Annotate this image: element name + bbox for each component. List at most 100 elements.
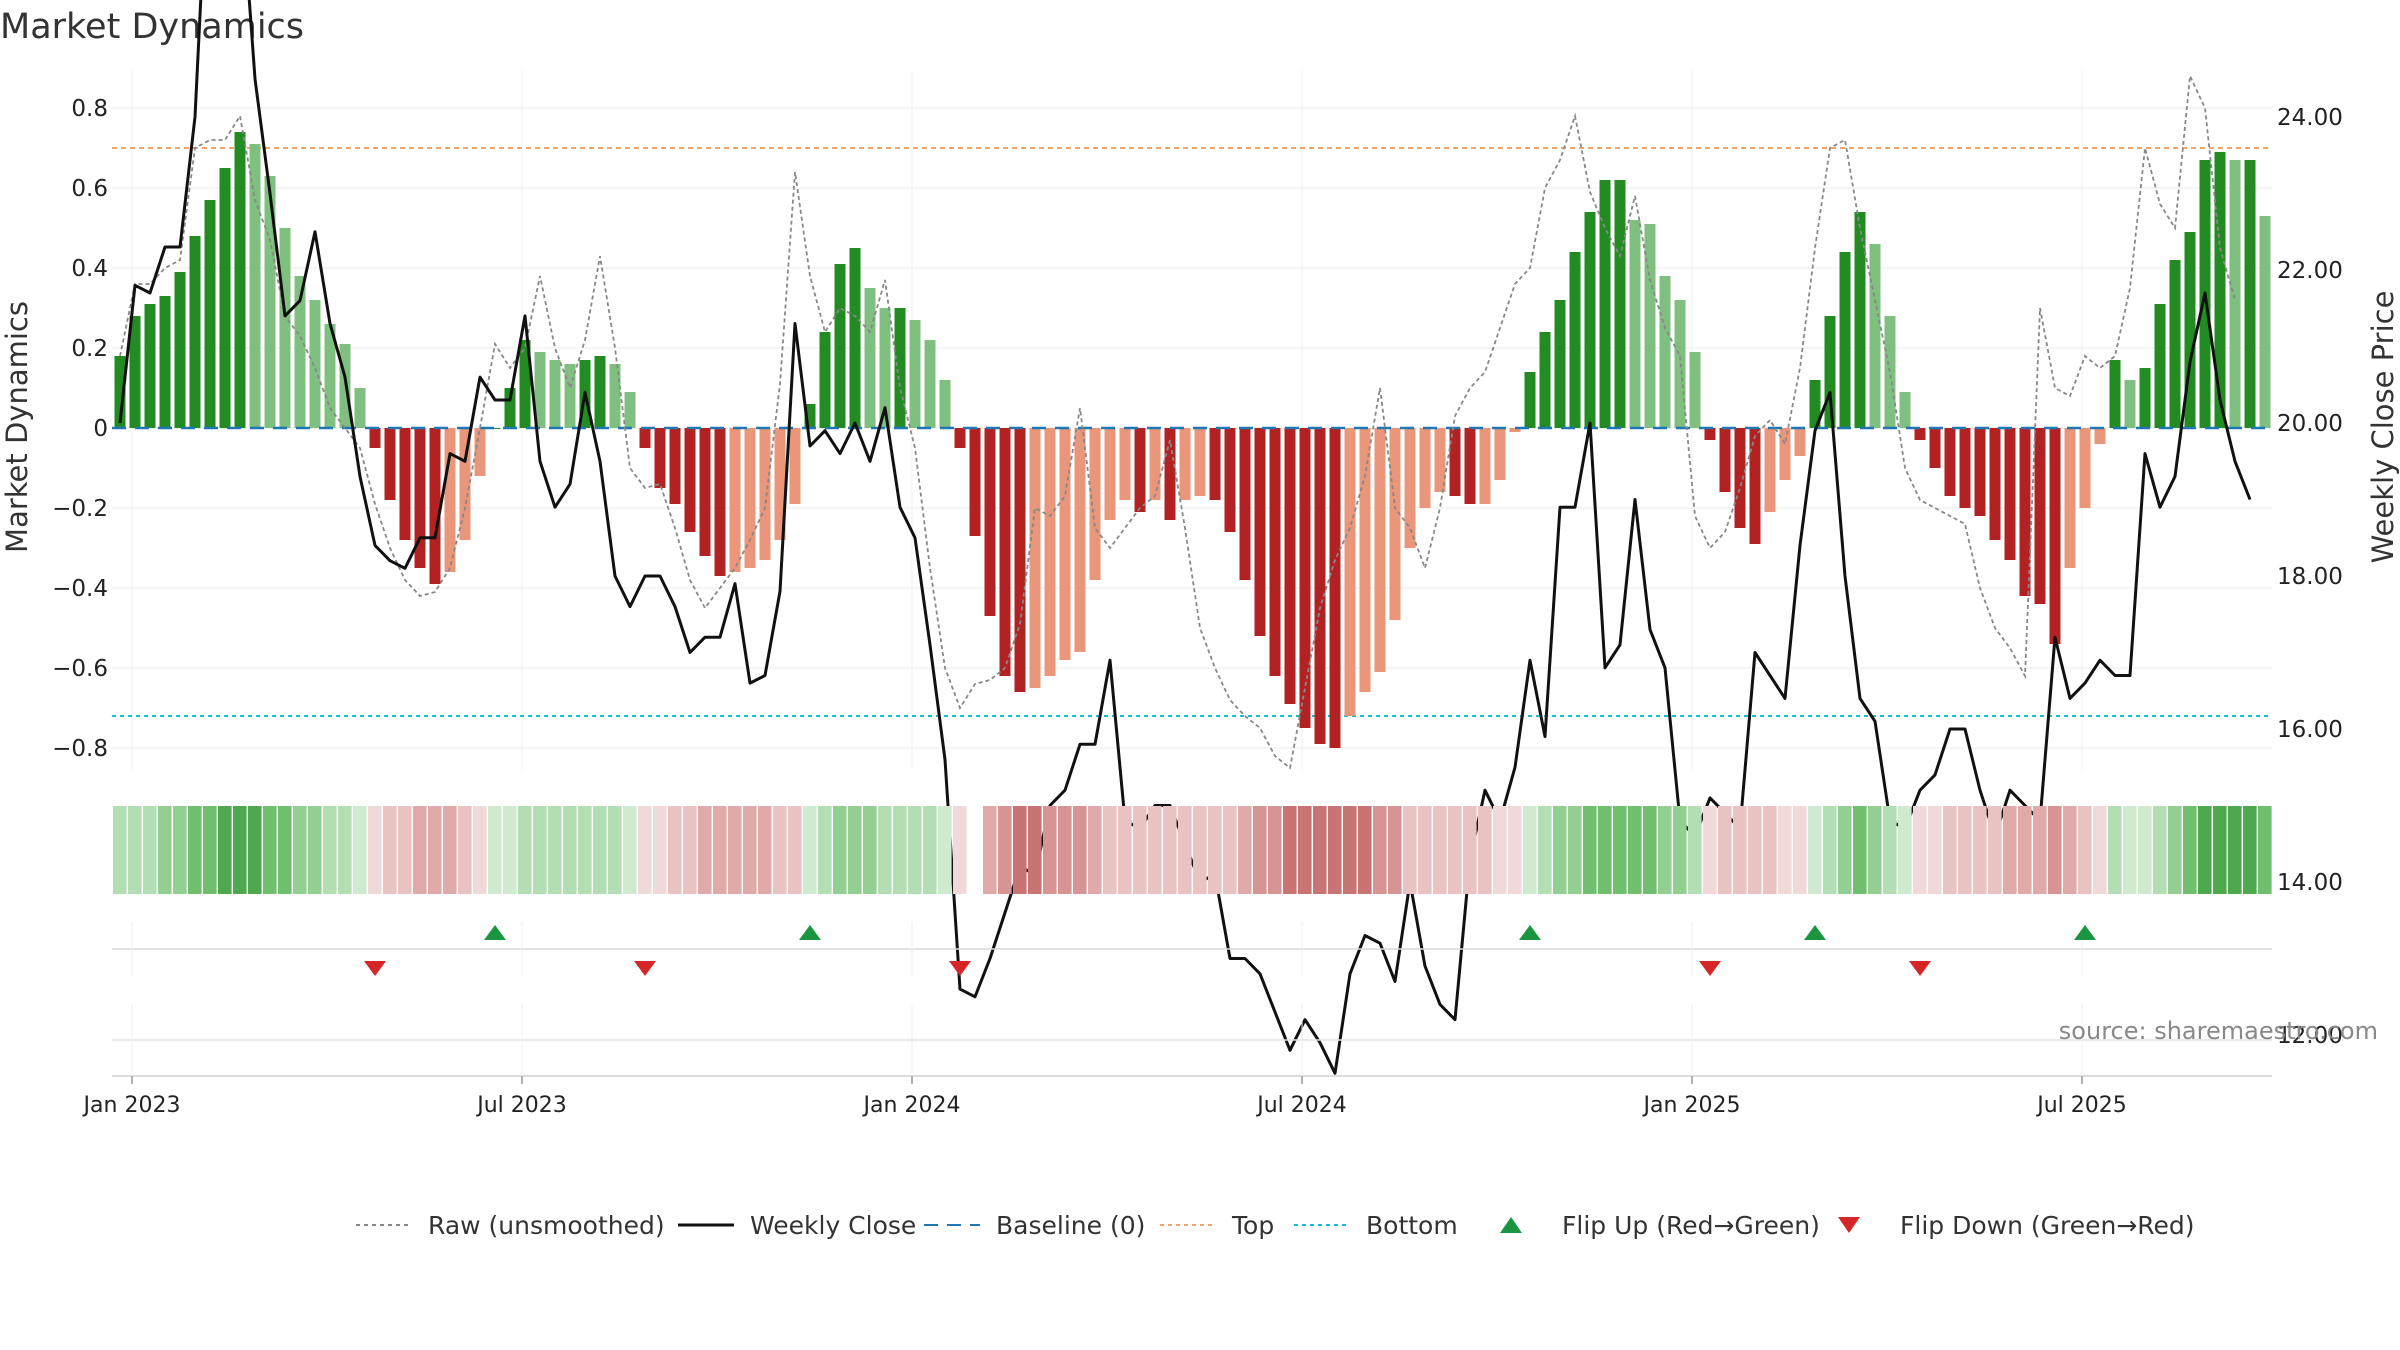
- regime-strip-cell: [1973, 806, 1987, 894]
- flip-up-marker: [799, 925, 821, 940]
- dynamics-bar: [2079, 428, 2091, 508]
- regime-strip-cell: [698, 806, 712, 894]
- flip-down-marker: [949, 961, 971, 976]
- regime-strip-cell: [668, 806, 682, 894]
- regime-strip-cell: [233, 806, 247, 894]
- regime-strip-cell: [1478, 806, 1492, 894]
- dynamics-bar: [189, 236, 201, 428]
- regime-strip-cell: [1628, 806, 1642, 894]
- dynamics-bar: [354, 388, 366, 428]
- regime-strip-cell: [1268, 806, 1282, 894]
- flip-markers-panel: [112, 922, 2272, 976]
- regime-strip-cell: [848, 806, 862, 894]
- dynamics-bar: [714, 428, 726, 576]
- regime-strip-cell: [1508, 806, 1522, 894]
- regime-strip-cell: [353, 806, 367, 894]
- dynamics-bar: [1404, 428, 1416, 548]
- dynamics-bar: [2139, 368, 2151, 428]
- regime-strip-cell: [1718, 806, 1732, 894]
- dynamics-bar: [1119, 428, 1131, 500]
- flip-down-marker: [364, 961, 386, 976]
- dynamics-bar: [2094, 428, 2106, 444]
- dynamics-bar: [1854, 212, 1866, 428]
- regime-strip-cell: [1418, 806, 1432, 894]
- dynamics-bar: [864, 288, 876, 428]
- x-tick-label: Jan 2024: [862, 1093, 961, 1118]
- regime-strip-cell: [1583, 806, 1597, 894]
- regime-strip-cell: [458, 806, 472, 894]
- chart-title: Market Dynamics: [0, 7, 304, 47]
- regime-strip: [113, 806, 2272, 894]
- dynamics-bar: [564, 364, 576, 428]
- regime-strip-cell: [578, 806, 592, 894]
- regime-strip-cell: [653, 806, 667, 894]
- regime-strip-cell: [1553, 806, 1567, 894]
- dynamics-bar: [1944, 428, 1956, 496]
- regime-strip-cell: [1403, 806, 1417, 894]
- dynamics-bar: [1419, 428, 1431, 508]
- dynamics-bar: [774, 428, 786, 540]
- legend-label: Flip Up (Red→Green): [1562, 1211, 1820, 1240]
- dynamics-bar: [1074, 428, 1086, 652]
- regime-strip-cell: [758, 806, 772, 894]
- dynamics-bar: [669, 428, 681, 504]
- regime-strip-cell: [1823, 806, 1837, 894]
- dynamics-bar: [1104, 428, 1116, 520]
- dynamics-bar: [504, 388, 516, 428]
- regime-strip-cell: [1853, 806, 1867, 894]
- bottom-panel: [112, 1005, 2272, 1077]
- dynamics-bar: [1254, 428, 1266, 636]
- dynamics-bar: [2184, 232, 2196, 428]
- flip-up-marker: [2074, 925, 2096, 940]
- dynamics-bar: [1344, 428, 1356, 716]
- dynamics-bar: [744, 428, 756, 568]
- grid: [112, 70, 2272, 770]
- dynamics-bar: [1314, 428, 1326, 744]
- regime-strip-cell: [1313, 806, 1327, 894]
- dynamics-bar: [1914, 428, 1926, 440]
- x-tick-label: Jul 2025: [2035, 1093, 2127, 1118]
- dynamics-bar: [309, 300, 321, 428]
- dynamics-bar: [1554, 300, 1566, 428]
- regime-strip-cell: [1178, 806, 1192, 894]
- regime-strip-cell: [1748, 806, 1762, 894]
- y2-tick-label: 20.00: [2277, 411, 2343, 437]
- regime-strip-cell: [278, 806, 292, 894]
- flip-up-marker: [1804, 925, 1826, 940]
- flip-up-marker: [484, 925, 506, 940]
- dynamics-bar: [1494, 428, 1506, 480]
- regime-strip-cell: [2093, 806, 2107, 894]
- y-tick-label: −0.2: [52, 496, 108, 522]
- regime-strip-cell: [548, 806, 562, 894]
- regime-strip-cell: [788, 806, 802, 894]
- dynamics-bar: [999, 428, 1011, 676]
- legend: Raw (unsmoothed) Weekly Close Baseline (0)…: [356, 1211, 2195, 1240]
- regime-strip-cell: [1943, 806, 1957, 894]
- regime-strip-cell: [1658, 806, 1672, 894]
- source-note: source: sharemaestro.com: [2059, 1017, 2378, 1045]
- regime-strip-cell: [323, 806, 337, 894]
- dynamics-bar: [1089, 428, 1101, 580]
- dynamics-bar: [1974, 428, 1986, 516]
- regime-strip-cell: [2183, 806, 2197, 894]
- regime-strip-cell: [1898, 806, 1912, 894]
- regime-strip-cell: [338, 806, 352, 894]
- regime-strip-cell: [128, 806, 142, 894]
- dynamics-bar: [1044, 428, 1056, 676]
- y2-axis: 28.0026.0024.0022.0020.0018.0016.0014.00…: [2277, 105, 2343, 1049]
- regime-strip-cell: [1463, 806, 1477, 894]
- dynamics-bar: [129, 316, 141, 428]
- legend-label: Raw (unsmoothed): [428, 1211, 665, 1240]
- dynamics-bar: [2064, 428, 2076, 568]
- regime-strip-cell: [1688, 806, 1702, 894]
- flip-down-marker: [634, 961, 656, 976]
- regime-strip-cell: [1013, 806, 1027, 894]
- regime-strip-cell: [1208, 806, 1222, 894]
- regime-strip-cell: [1088, 806, 1102, 894]
- regime-strip-cell: [398, 806, 412, 894]
- dynamics-bar: [1884, 316, 1896, 428]
- y-axis-label: Market Dynamics: [0, 301, 34, 553]
- dynamics-bar: [1479, 428, 1491, 504]
- dynamics-bar: [939, 380, 951, 428]
- regime-strip-cell: [2228, 806, 2242, 894]
